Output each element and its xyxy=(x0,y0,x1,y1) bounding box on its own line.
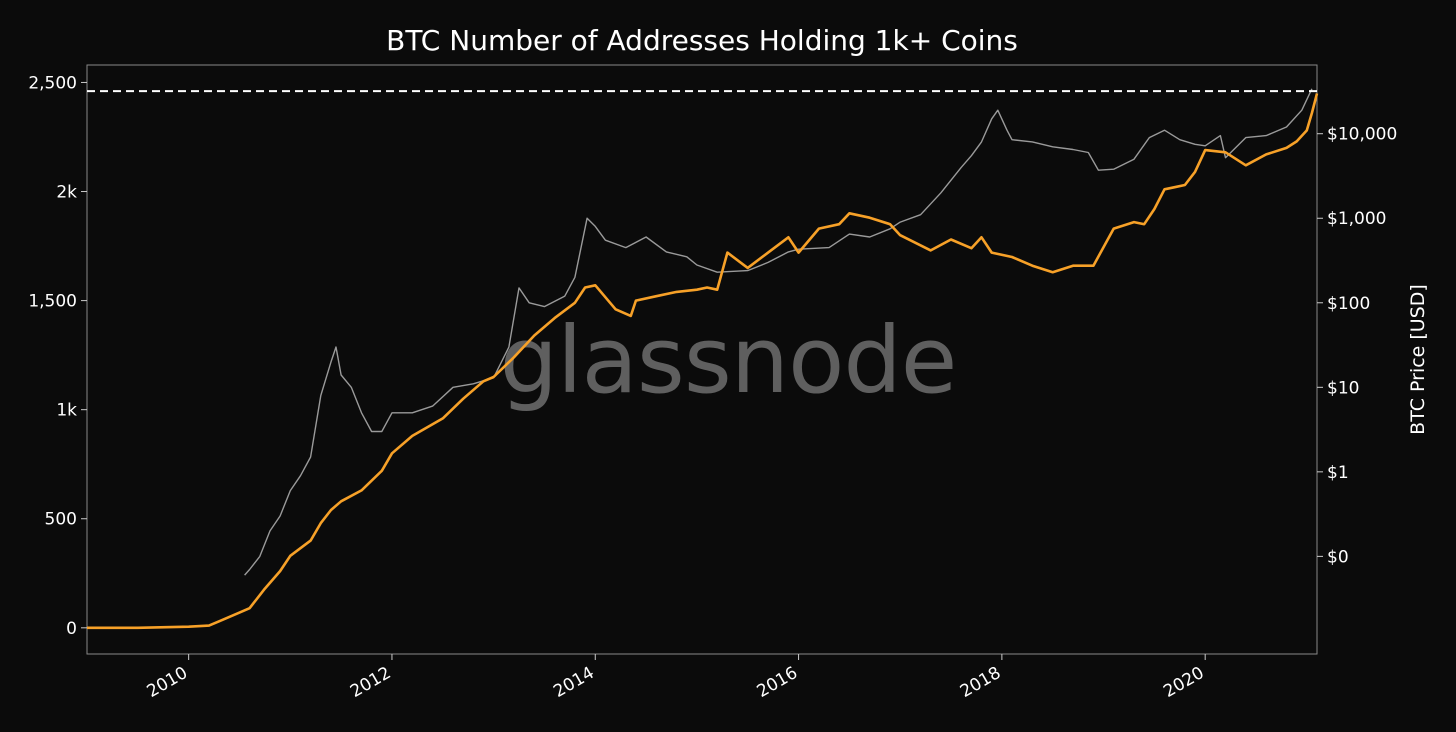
right-tick-label: $0 xyxy=(1327,547,1349,567)
left-axis: 0 500 1k 1,500 2k 2,500 xyxy=(28,73,87,639)
left-tick-label: 0 xyxy=(66,619,77,639)
btc-price-line xyxy=(244,88,1313,576)
chart-title: BTC Number of Addresses Holding 1k+ Coin… xyxy=(386,24,1018,57)
left-tick-label: 2,500 xyxy=(28,73,77,93)
right-tick-label: $10,000 xyxy=(1327,125,1397,145)
right-tick-label: $100 xyxy=(1327,294,1370,314)
right-axis-label: BTC Price [USD] xyxy=(1407,284,1429,435)
right-tick-label: $10 xyxy=(1327,378,1359,398)
addresses-1k-line xyxy=(87,93,1319,630)
left-tick-label: 500 xyxy=(45,510,77,530)
right-tick-label: $1 xyxy=(1327,463,1349,483)
left-tick-label: 1,500 xyxy=(28,292,77,312)
series-layer xyxy=(87,88,1319,630)
watermark: glassnode xyxy=(500,307,957,414)
left-tick-label: 1k xyxy=(56,401,77,421)
right-tick-label: $1,000 xyxy=(1327,209,1386,229)
right-axis: $0 $1 $10 $100 $1,000 $10,000 xyxy=(1317,125,1397,567)
left-tick-label: 2k xyxy=(56,183,77,203)
